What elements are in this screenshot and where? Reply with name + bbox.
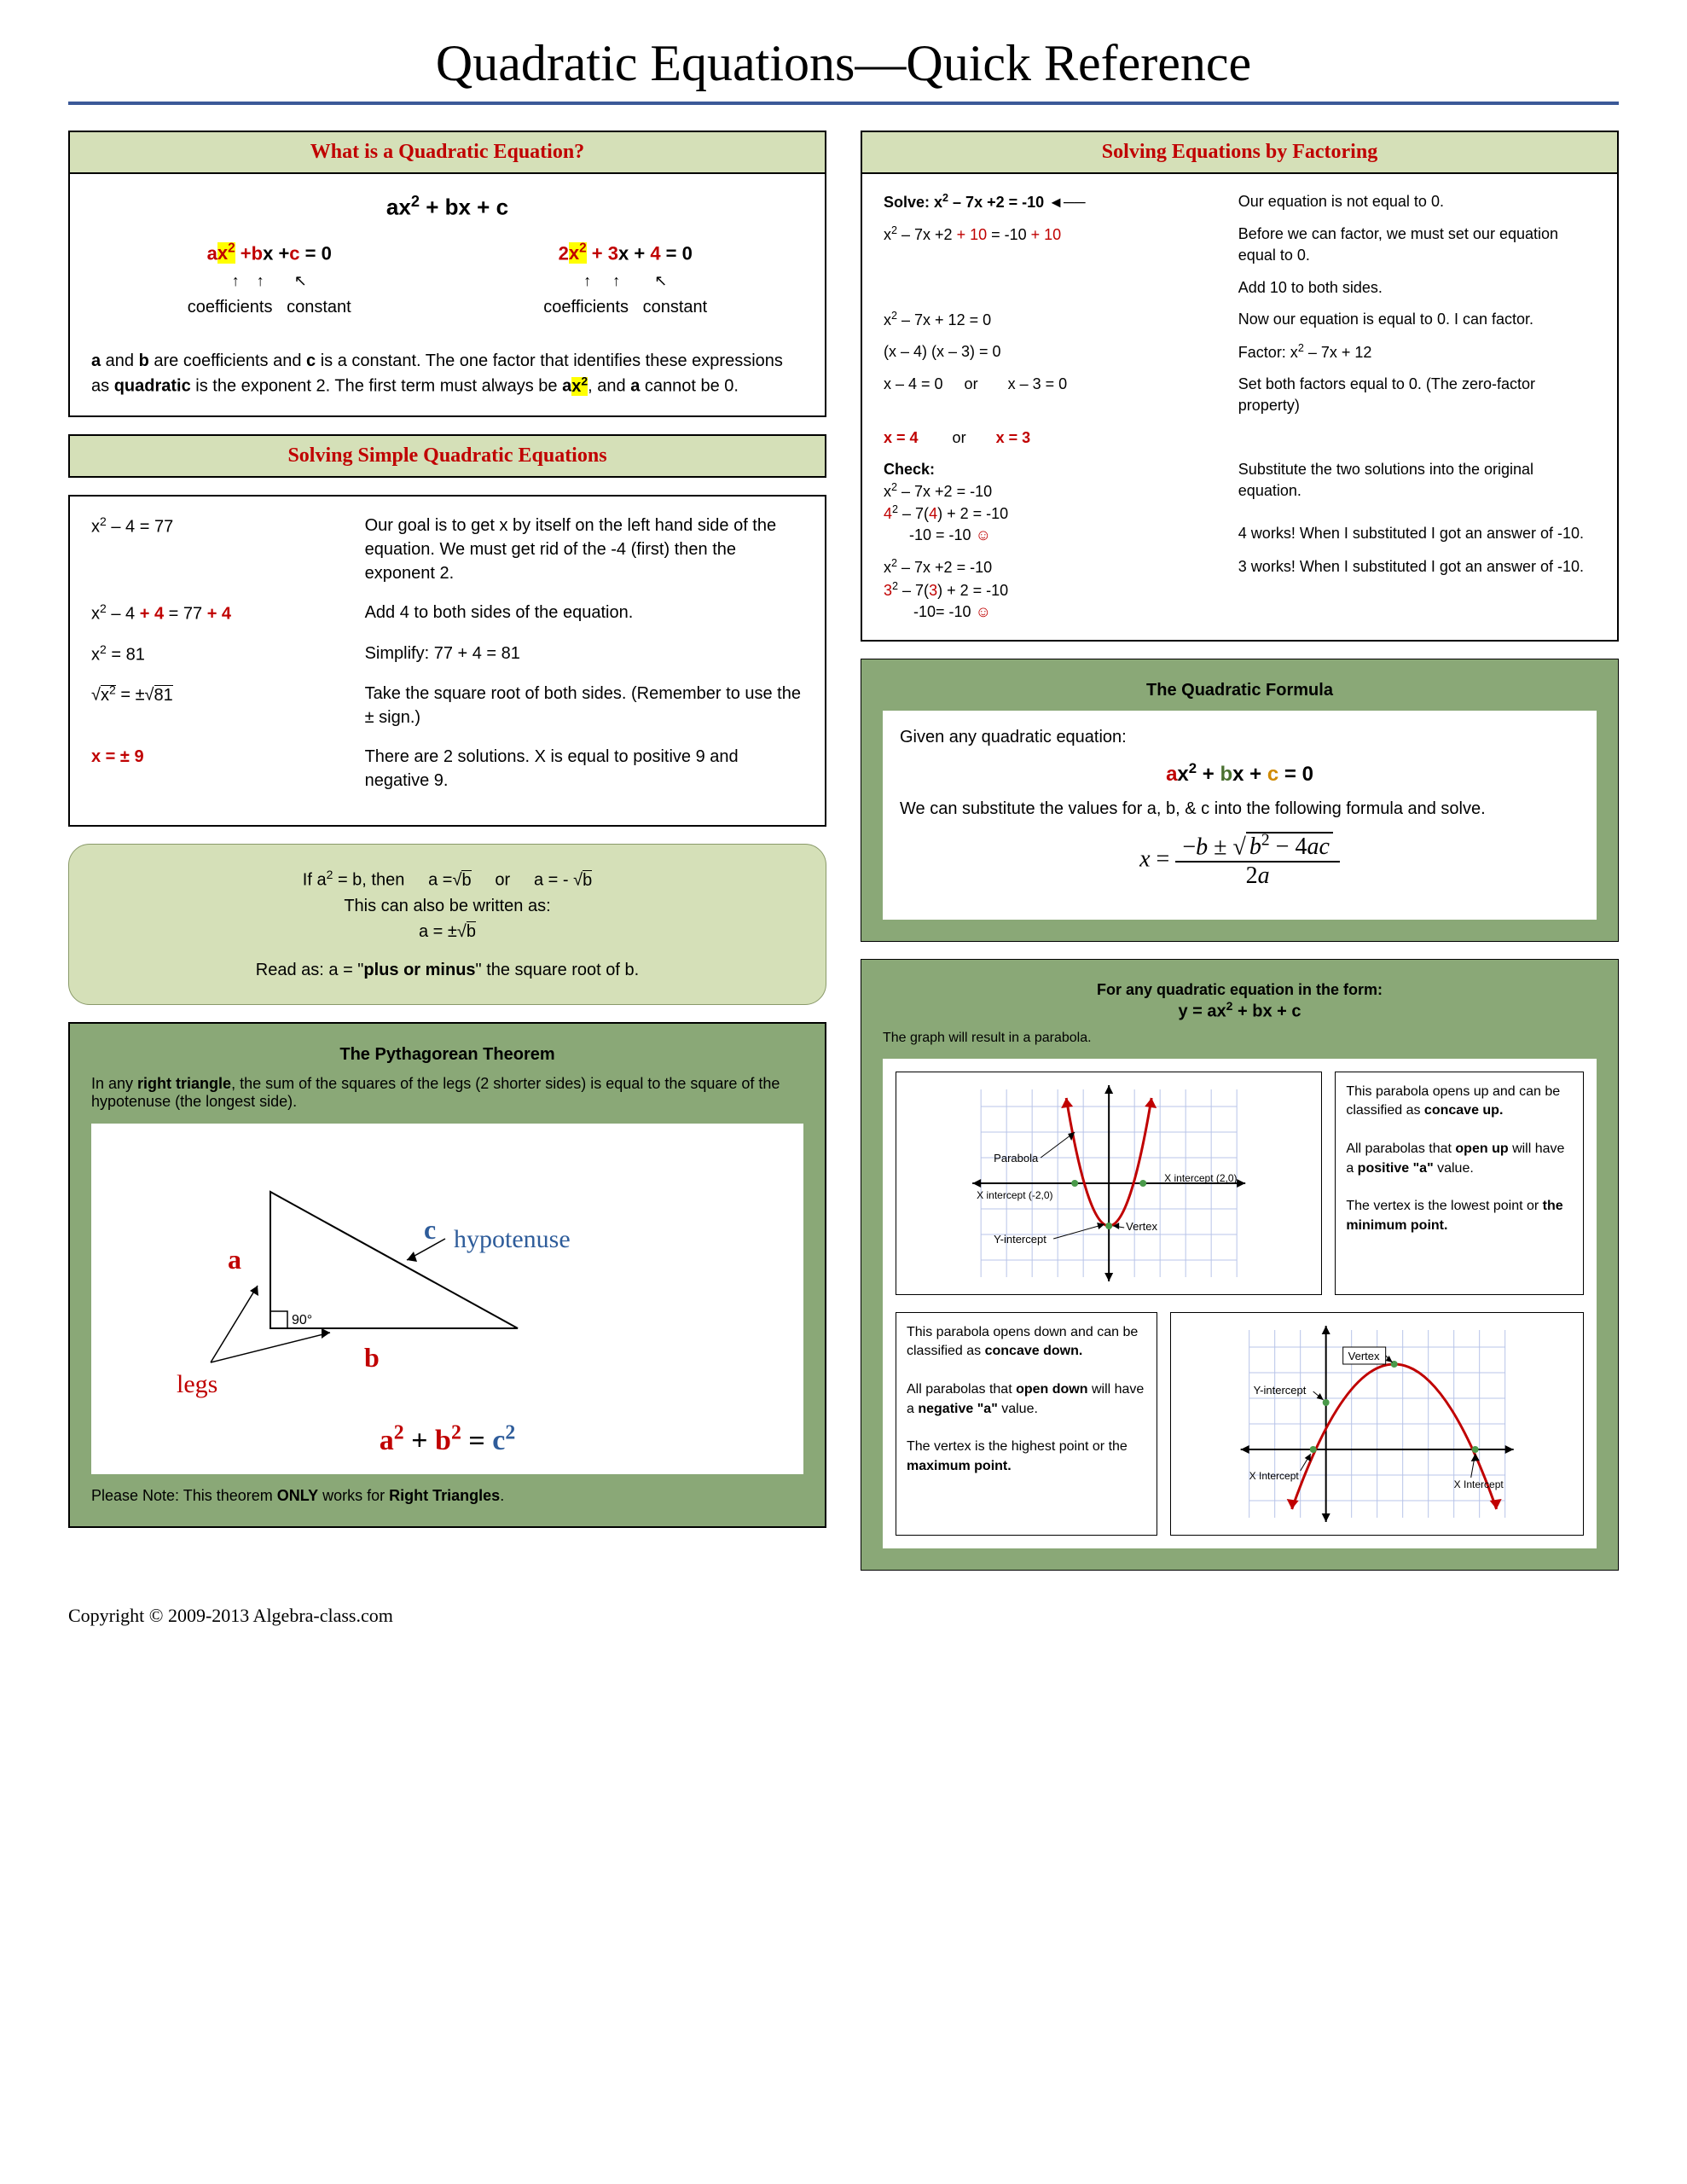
box2-body: x2 – 4 = 77 Our goal is to get x by itse…	[70, 497, 825, 825]
pyth-title: The Pythagorean Theorem	[91, 1045, 803, 1065]
step-4-left: √x2 = ±√81	[91, 682, 348, 729]
svg-text:b: b	[364, 1342, 380, 1373]
rounded-line4-pre: Read as: a = "	[256, 961, 364, 979]
svg-text:a: a	[228, 1244, 241, 1275]
fact-check1: Check: x2 – 7x +2 = -10 42 – 7(4) + 2 = …	[884, 459, 1596, 547]
qf-title: The Quadratic Formula	[883, 681, 1597, 700]
qf-formula: x = −b ± √b2 − 4ac 2a	[900, 832, 1580, 890]
svg-text:Y-intercept: Y-intercept	[994, 1233, 1046, 1246]
coef-ex2: 2x2 + 3x + 4 = 0 ↑ ↑ ↖ coefficients cons…	[543, 240, 707, 319]
triangle-svg: 90° a b c hypotenuse legs	[108, 1141, 620, 1414]
fact-r1b: Add 10 to both sides.	[884, 277, 1596, 299]
step-2-right: Add 4 to both sides of the equation.	[365, 601, 803, 626]
parabola-inner: Parabola X intercept (-2,0) X intercept …	[883, 1059, 1597, 1548]
copyright: Copyright © 2009-2013 Algebra-class.com	[68, 1605, 1619, 1627]
box1-body: ax2 + bx + c ax2 +bx +c = 0 ↑ ↑ ↖ coeffi…	[70, 174, 825, 415]
step-5-right: There are 2 solutions. X is equal to pos…	[365, 745, 803, 793]
step-2-left: x2 – 4 + 4 = 77 + 4	[91, 601, 348, 626]
rounded-line3: a = ±√b	[103, 919, 791, 944]
box-what-is: What is a Quadratic Equation? ax2 + bx +…	[68, 131, 826, 417]
fact-r2: x2 – 7x + 12 = 0 Now our equation is equ…	[884, 309, 1596, 331]
step-1: x2 – 4 = 77 Our goal is to get x by itse…	[91, 514, 803, 585]
fact-r0: Solve: x2 – 7x +2 = -10 ◄── Our equation…	[884, 191, 1596, 213]
pyth-formula: a2 + b2 = c2	[108, 1422, 786, 1457]
svg-text:Parabola: Parabola	[994, 1152, 1039, 1165]
parabola-h1: For any quadratic equation in the form:	[883, 981, 1597, 999]
graph-row-up: Parabola X intercept (-2,0) X intercept …	[896, 1072, 1584, 1295]
fact-r4: x – 4 = 0 or x – 3 = 0 Set both factors …	[884, 374, 1596, 416]
down-text: This parabola opens down and can be clas…	[896, 1312, 1157, 1536]
parabola-h2: y = ax2 + bx + c	[883, 999, 1597, 1022]
main-columns: What is a Quadratic Equation? ax2 + bx +…	[68, 131, 1619, 1571]
qf-inner: Given any quadratic equation: ax2 + bx +…	[883, 711, 1597, 920]
qf-intro: Given any quadratic equation:	[900, 728, 1580, 747]
step-4: √x2 = ±√81 Take the square root of both …	[91, 682, 803, 729]
fact-r3: (x – 4) (x – 3) = 0 Factor: x2 – 7x + 12	[884, 341, 1596, 363]
parabola-down-svg: Vertex Y-intercept X Intercept X Interce…	[1171, 1313, 1583, 1535]
svg-text:X intercept (2,0): X intercept (2,0)	[1164, 1172, 1237, 1184]
rounded-line4: Read as: a = "plus or minus" the square …	[103, 957, 791, 983]
svg-text:X intercept (-2,0): X intercept (-2,0)	[977, 1189, 1052, 1201]
box1-formula: ax2 + bx + c	[91, 191, 803, 223]
svg-text:X Intercept: X Intercept	[1249, 1470, 1299, 1482]
box1-header: What is a Quadratic Equation?	[70, 132, 825, 174]
fact-r5: x = 4 or x = 3	[884, 427, 1596, 449]
pyth-intro: In any right triangle, the sum of the sq…	[91, 1075, 803, 1111]
title-rule	[68, 102, 1619, 105]
qf-desc: We can substitute the values for a, b, &…	[900, 799, 1580, 819]
step-2: x2 – 4 + 4 = 77 + 4 Add 4 to both sides …	[91, 601, 803, 626]
rounded-line1: If a2 = b, then a =√b or a = - √b	[103, 866, 791, 893]
svg-text:Vertex: Vertex	[1126, 1220, 1157, 1233]
box-factoring: Solving Equations by Factoring Solve: x2…	[861, 131, 1619, 642]
triangle-diagram: 90° a b c hypotenuse legs a2 + b2 = c2	[91, 1124, 803, 1474]
svg-text:Vertex: Vertex	[1348, 1350, 1379, 1362]
pyth-note: Please Note: This theorem ONLY works for…	[91, 1487, 803, 1505]
page-title: Quadratic Equations—Quick Reference	[68, 34, 1619, 93]
step-1-right: Our goal is to get x by itself on the le…	[365, 514, 803, 585]
step-1-left: x2 – 4 = 77	[91, 514, 348, 585]
fact-r1: x2 – 7x +2 + 10 = -10 + 10 Before we can…	[884, 224, 1596, 266]
svg-text:90°: 90°	[292, 1313, 312, 1327]
step-3-left: x2 = 81	[91, 642, 348, 667]
fact-check2: x2 – 7x +2 = -10 32 – 7(3) + 2 = -10 -10…	[884, 556, 1596, 623]
box1-desc: a and b are coefficients and c is a cons…	[91, 349, 803, 398]
step-3-right: Simplify: 77 + 4 = 81	[365, 642, 803, 667]
box-simple-solve: x2 – 4 = 77 Our goal is to get x by itse…	[68, 495, 826, 827]
rounded-line4-bold: plus or minus	[363, 961, 475, 979]
right-column: Solving Equations by Factoring Solve: x2…	[861, 131, 1619, 1571]
parabola-up-svg: Parabola X intercept (-2,0) X intercept …	[896, 1072, 1321, 1294]
factoring-header: Solving Equations by Factoring	[862, 132, 1617, 174]
graph-row-down: This parabola opens down and can be clas…	[896, 1312, 1584, 1536]
svg-text:Y-intercept: Y-intercept	[1253, 1384, 1306, 1397]
factoring-body: Solve: x2 – 7x +2 = -10 ◄── Our equation…	[862, 174, 1617, 640]
svg-text:legs: legs	[177, 1370, 217, 1398]
step-3: x2 = 81 Simplify: 77 + 4 = 81	[91, 642, 803, 667]
parabola-panel: For any quadratic equation in the form: …	[861, 959, 1619, 1571]
svg-text:hypotenuse: hypotenuse	[454, 1225, 571, 1253]
pythagorean-panel: The Pythagorean Theorem In any right tri…	[68, 1022, 826, 1528]
plus-minus-box: If a2 = b, then a =√b or a = - √b This c…	[68, 844, 826, 1005]
step-5-left: x = ± 9	[91, 745, 348, 793]
coef-ex1: ax2 +bx +c = 0 ↑ ↑ ↖ coefficients consta…	[188, 240, 351, 319]
rounded-line4-post: " the square root of b.	[476, 961, 640, 979]
svg-text:c: c	[424, 1214, 436, 1245]
box2-header: Solving Simple Quadratic Equations	[68, 434, 826, 478]
quadratic-formula-panel: The Quadratic Formula Given any quadrati…	[861, 659, 1619, 942]
rounded-line2: This can also be written as:	[103, 893, 791, 919]
qf-std: ax2 + bx + c = 0	[900, 760, 1580, 787]
up-text: This parabola opens up and can be classi…	[1335, 1072, 1584, 1295]
svg-text:X Intercept: X Intercept	[1453, 1478, 1504, 1490]
coef-examples: ax2 +bx +c = 0 ↑ ↑ ↖ coefficients consta…	[91, 240, 803, 319]
step-4-right: Take the square root of both sides. (Rem…	[365, 682, 803, 729]
parabola-intro: The graph will result in a parabola.	[883, 1031, 1597, 1046]
step-5: x = ± 9 There are 2 solutions. X is equa…	[91, 745, 803, 793]
left-column: What is a Quadratic Equation? ax2 + bx +…	[68, 131, 826, 1571]
